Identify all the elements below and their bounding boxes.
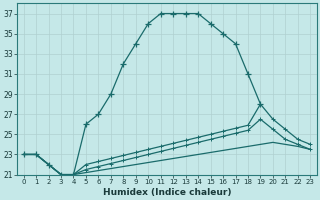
X-axis label: Humidex (Indice chaleur): Humidex (Indice chaleur): [103, 188, 231, 197]
